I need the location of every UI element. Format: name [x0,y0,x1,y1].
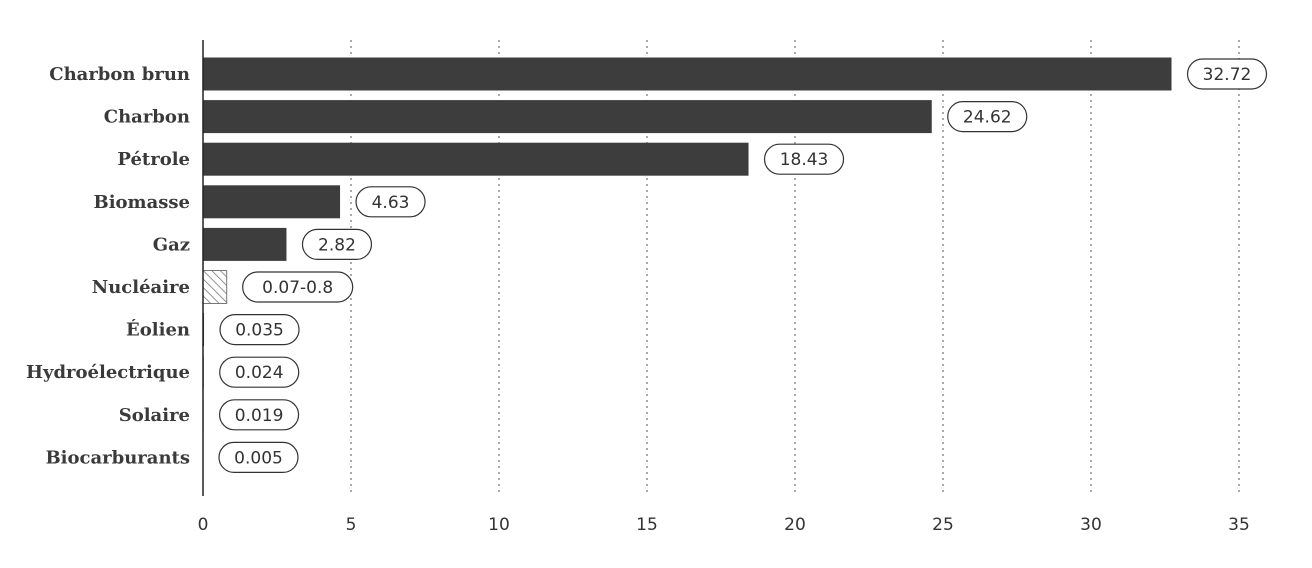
value-label-text: 0.07-0.8 [262,278,333,298]
bar [203,100,932,134]
x-tick-label: 5 [346,515,357,535]
category-label: Nucléaire [92,277,190,298]
category-label: Solaire [119,405,190,426]
category-labels: Charbon brun Charbon Pétrole Biomasse Gaz Nuc… [26,64,190,468]
value-label-text: 4.63 [372,193,410,213]
value-label-pill [301,228,373,260]
value-label: 24.62 [947,100,1028,133]
value-label-text: 0.035 [235,321,284,341]
category-label: Biomasse [94,192,191,213]
x-tick-label: 15 [636,515,658,535]
category-label: Gaz [153,234,190,255]
x-tick-label: 0 [198,515,209,535]
value-label-text: 2.82 [318,235,356,255]
category-label: Biocarburants [45,447,190,468]
x-tick-label: 20 [784,515,806,535]
value-label-pill [947,100,1028,133]
category-label: Pétrole [117,149,190,170]
value-label-text: 0.024 [235,363,284,383]
value-label-text: 24.62 [963,108,1012,128]
value-label-text: 0.019 [235,406,284,426]
value-label: 18.43 [763,143,845,175]
bar [202,270,228,304]
x-tick-label: 25 [932,515,954,535]
value-label-pill [218,399,300,431]
x-tick-labels: 0 5 10 15 20 25 30 35 [198,515,1250,535]
value-label: 0.005 [218,441,299,473]
value-label-pill [219,356,300,388]
value-labels: 32.72 24.62 18.43 4.63 2.82 0.07-0.8 0.035 0.02… [218,58,1268,473]
value-label-text: 32.72 [1203,65,1252,85]
value-label-pill [218,441,299,473]
value-label-text: 18.43 [780,150,829,170]
category-label: Charbon [104,107,190,128]
category-label: Charbon brun [49,64,190,85]
bar [203,185,341,219]
bar [203,142,749,176]
x-tick-label: 35 [1228,515,1250,535]
value-label-pill [763,143,845,175]
value-label: 32.72 [1186,58,1268,90]
value-label: 4.63 [355,186,426,218]
value-label: 0.035 [219,314,300,346]
value-label: 0.019 [218,399,300,431]
value-label-text: 0.005 [234,448,283,468]
category-label: Hydroélectrique [26,362,190,383]
x-tick-label: 30 [1080,515,1102,535]
bar [203,57,1172,91]
value-label-pill [1186,58,1268,90]
gridlines [350,40,1240,496]
value-label: 2.82 [301,228,373,260]
value-label-pill [355,186,426,218]
category-label: Éolien [126,318,190,341]
value-label: 0.07-0.8 [242,271,354,303]
value-label-pill [219,314,300,346]
value-label: 0.024 [219,356,300,388]
value-label-pill [242,271,354,303]
x-tick-label: 10 [488,515,510,535]
bar [203,227,287,261]
